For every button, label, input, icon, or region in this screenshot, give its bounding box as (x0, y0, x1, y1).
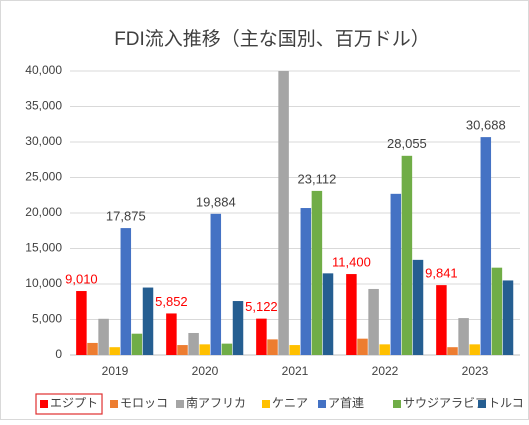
bar (322, 273, 334, 355)
bar (289, 345, 300, 355)
bar (278, 71, 289, 355)
y-tick-label: 10,000 (25, 276, 62, 290)
legend-label: ア首連 (328, 396, 364, 410)
bar (469, 344, 480, 355)
bar (458, 318, 469, 355)
bar (390, 193, 402, 355)
y-tick-label: 15,000 (25, 241, 62, 255)
bar (256, 318, 267, 355)
value-label: 9,841 (425, 266, 458, 281)
bar (412, 259, 424, 355)
value-label: 9,010 (65, 271, 98, 286)
bar (177, 345, 188, 355)
legend-swatch (176, 400, 184, 408)
legend-swatch (478, 400, 486, 408)
value-label: 5,852 (155, 294, 188, 309)
bar (379, 344, 390, 355)
y-tick-label: 40,000 (25, 63, 62, 77)
value-label: 17,875 (106, 209, 146, 224)
bar (76, 291, 87, 355)
bar (357, 338, 368, 355)
legend-label: エジプト (50, 396, 98, 410)
value-label: 5,122 (245, 299, 278, 314)
y-tick-label: 20,000 (25, 205, 62, 219)
bar (346, 274, 357, 355)
legend-label: トルコ (488, 396, 524, 410)
legend-label: 南アフリカ (186, 395, 246, 410)
value-label: 23,112 (298, 171, 337, 186)
bar (98, 318, 109, 355)
y-tick-label: 35,000 (25, 99, 62, 113)
chart-title: FDI流入推移（主な国別、百万ドル） (114, 28, 430, 50)
bar (210, 213, 222, 355)
bar (491, 267, 503, 355)
y-tick-label: 30,000 (25, 134, 62, 148)
value-label: 30,688 (466, 118, 506, 133)
bar (311, 190, 323, 355)
bar (368, 288, 379, 355)
bar (401, 155, 413, 355)
y-tick-label: 0 (55, 347, 62, 361)
x-tick-label: 2021 (282, 364, 309, 378)
bar (87, 342, 98, 355)
x-tick-label: 2022 (372, 364, 399, 378)
bar (120, 228, 132, 355)
bar (188, 332, 199, 355)
legend-swatch (393, 400, 401, 408)
bar (142, 287, 154, 355)
bar (131, 333, 143, 355)
bar (480, 137, 492, 355)
legend-swatch (262, 400, 270, 408)
value-label: 11,400 (332, 254, 371, 269)
y-tick-label: 25,000 (25, 170, 62, 184)
x-tick-label: 2020 (192, 364, 219, 378)
bar (436, 285, 447, 355)
legend-swatch (318, 400, 326, 408)
bar (199, 344, 210, 355)
y-tick-label: 5,000 (32, 312, 62, 326)
legend-swatch (110, 400, 118, 408)
legend-label: モロッコ (120, 396, 168, 410)
x-tick-label: 2019 (102, 364, 129, 378)
legend-swatch (40, 400, 48, 408)
bar (221, 343, 233, 355)
value-label: 19,884 (196, 194, 236, 209)
bar (232, 301, 244, 355)
bar (267, 339, 278, 355)
value-label: 28,055 (387, 136, 427, 151)
bar (109, 347, 120, 355)
legend-highlight (35, 393, 103, 415)
legend-label: サウジアラビア (403, 396, 487, 410)
bar (300, 208, 312, 355)
legend-label: ケニア (272, 396, 308, 410)
bar (447, 347, 458, 355)
x-tick-label: 2023 (462, 364, 489, 378)
bar (502, 280, 514, 355)
bar (166, 313, 177, 355)
